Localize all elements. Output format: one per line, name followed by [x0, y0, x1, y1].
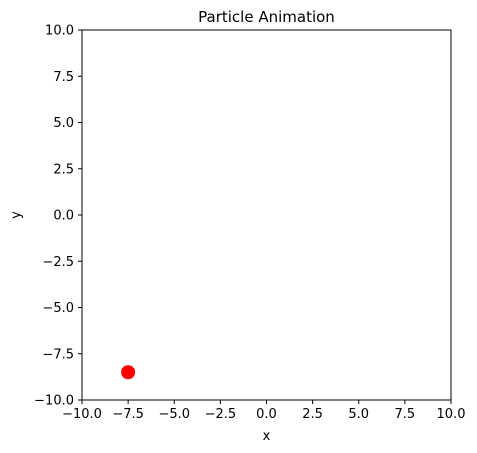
y-tick-label: −2.5: [42, 255, 74, 270]
x-tick-label: −2.5: [205, 407, 237, 422]
x-tick-label: −7.5: [112, 407, 144, 422]
y-tick-label: 5.0: [53, 116, 74, 131]
x-axis-ticks: −10.0 −7.5 −5.0 −2.5 0.0 2.5 5.0 7.5 10.0: [62, 400, 465, 422]
y-tick-label: −10.0: [34, 394, 74, 409]
x-tick-label: 7.5: [395, 407, 416, 422]
y-tick-label: −7.5: [42, 347, 74, 362]
y-axis-label: y: [9, 211, 24, 219]
x-tick-label: 10.0: [437, 407, 466, 422]
x-tick-label: −10.0: [62, 407, 102, 422]
x-tick-label: −5.0: [158, 407, 190, 422]
y-axis-ticks: −10.0 −7.5 −5.0 −2.5 0.0 2.5 5.0 7.5 10.0: [34, 24, 82, 409]
y-tick-label: −5.0: [42, 301, 74, 316]
particle-point: [121, 365, 136, 380]
x-tick-label: 5.0: [348, 407, 369, 422]
x-tick-label: 2.5: [302, 407, 323, 422]
y-tick-label: 10.0: [45, 24, 74, 39]
plot-area-frame: [81, 29, 452, 401]
y-tick-label: 7.5: [53, 70, 74, 85]
y-tick-label: 0.0: [53, 209, 74, 224]
scatter-points: [121, 365, 136, 380]
x-tick-label: 0.0: [256, 407, 277, 422]
y-tick-label: 2.5: [53, 162, 74, 177]
chart-title: Particle Animation: [198, 8, 335, 26]
x-axis-label: x: [263, 429, 271, 444]
